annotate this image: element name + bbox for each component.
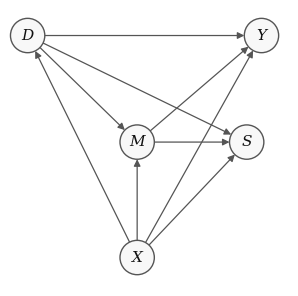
Text: D: D (21, 28, 34, 43)
Text: Y: Y (256, 28, 266, 43)
Text: X: X (132, 250, 143, 265)
Ellipse shape (229, 125, 264, 159)
Ellipse shape (120, 125, 154, 159)
Ellipse shape (244, 18, 279, 53)
Ellipse shape (120, 240, 154, 275)
Text: S: S (241, 135, 252, 149)
Ellipse shape (10, 18, 45, 53)
Text: M: M (129, 135, 145, 149)
